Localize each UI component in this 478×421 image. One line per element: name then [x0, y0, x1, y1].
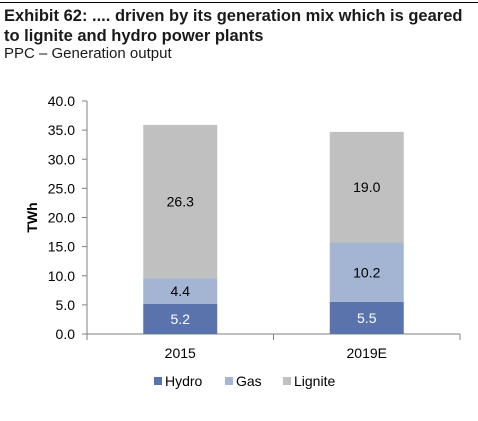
- y-tick-label: 20.0: [48, 210, 75, 226]
- y-tick-label: 25.0: [48, 180, 75, 196]
- bar-gas-2015: [143, 278, 218, 304]
- data-label: 19.0: [353, 179, 380, 195]
- data-label: 5.2: [171, 311, 191, 327]
- legend-label: Gas: [236, 373, 262, 389]
- y-tick-label: 5.0: [56, 297, 76, 313]
- y-tick-label: 15.0: [48, 239, 75, 255]
- y-tick-label: 35.0: [48, 122, 75, 138]
- legend-swatch-lignite: [283, 377, 291, 385]
- y-tick-label: 0.0: [56, 326, 76, 342]
- data-label: 4.4: [171, 283, 191, 299]
- legend-label: Hydro: [165, 373, 203, 389]
- bar-hydro-2015: [143, 303, 218, 334]
- bar-lignite-2019e: [329, 131, 404, 243]
- legend-label: Lignite: [294, 373, 335, 389]
- data-label: 10.2: [353, 264, 380, 280]
- exhibit-title: Exhibit 62: .... driven by its generatio…: [4, 7, 463, 45]
- exhibit-subtitle: PPC – Generation output: [4, 45, 172, 62]
- bar-lignite-2015: [143, 124, 218, 279]
- y-tick-label: 10.0: [48, 268, 75, 284]
- data-label: 5.5: [357, 310, 377, 326]
- y-axis-title: TWh: [24, 202, 40, 232]
- data-label: 26.3: [167, 193, 194, 209]
- x-tick-label: 2015: [165, 345, 196, 361]
- legend-swatch-gas: [225, 377, 233, 385]
- legend-swatch-hydro: [154, 377, 162, 385]
- bar-hydro-2019e: [329, 301, 404, 334]
- y-tick-label: 30.0: [48, 151, 75, 167]
- top-rule: [0, 2, 478, 3]
- bar-gas-2019e: [329, 242, 404, 302]
- y-tick-label: 40.0: [48, 93, 75, 109]
- x-tick-label: 2019E: [347, 345, 387, 361]
